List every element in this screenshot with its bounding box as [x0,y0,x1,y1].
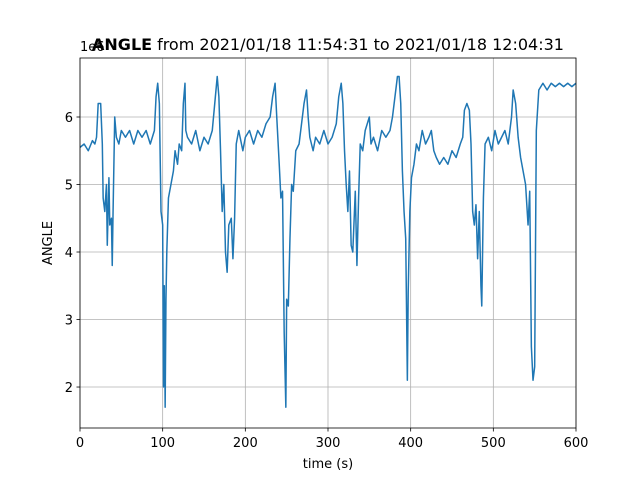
x-tick-label: 400 [398,436,423,451]
y-tick-label: 3 [65,314,73,329]
x-tick-label: 100 [150,436,175,451]
y-tick-label: 2 [65,381,73,396]
chart-title-rest: from 2021/01/18 11:54:31 to 2021/01/18 1… [157,35,564,54]
y-tick-label: 5 [65,179,73,194]
x-axis-label: time (s) [303,457,353,472]
x-tick-label: 200 [233,436,258,451]
plot-frame [79,57,577,429]
x-tick-label: 600 [564,436,589,451]
y-offset-label: 1e6 [80,40,105,55]
chart-title-bold: ANGLE [92,35,152,54]
x-tick-label: 500 [481,436,506,451]
y-tick-label: 4 [65,246,73,261]
x-tick-label: 300 [316,436,341,451]
y-tick-label: 6 [65,111,73,126]
data-line [80,75,576,409]
y-axis-label: ANGLE [41,221,56,265]
x-tick-label: 0 [76,436,84,451]
chart-title: ANGLE from 2021/01/18 11:54:31 to 2021/01… [92,35,564,54]
